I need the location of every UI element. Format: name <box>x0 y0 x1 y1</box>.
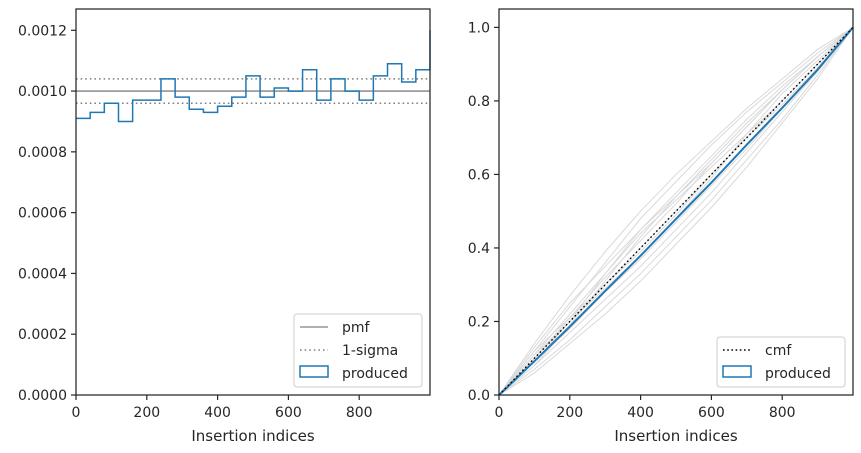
background-cdf-curve <box>498 26 854 396</box>
x-tick-label: 200 <box>556 405 583 421</box>
x-tick-label: 600 <box>698 405 725 421</box>
x-tick-label: 400 <box>627 405 654 421</box>
y-tick-label: 0.4 <box>468 241 490 257</box>
y-tick-label: 0.0004 <box>18 266 67 282</box>
legend-pmf-label: pmf <box>342 320 371 336</box>
x-axis-label: Insertion indices <box>614 427 737 445</box>
legend-cmf-label: cmf <box>765 343 792 359</box>
legend-produced-label: produced <box>342 366 408 382</box>
y-tick-label: 0.0008 <box>18 145 67 161</box>
legend: pmf 1-sigma produced <box>293 313 423 388</box>
y-tick-label: 0.0006 <box>18 206 67 222</box>
y-tick-label: 0.0002 <box>18 327 67 343</box>
plot-frame <box>75 8 431 396</box>
background-cdf-curve <box>498 27 854 396</box>
y-tick-label: 0.2 <box>468 314 490 330</box>
background-cdf-curve <box>498 26 854 396</box>
legend-produced-swatch <box>299 365 329 378</box>
plot-frame <box>498 8 854 396</box>
background-cdf-curve <box>498 27 854 396</box>
background-cdf-curve <box>498 26 854 396</box>
x-tick-label: 800 <box>346 405 373 421</box>
y-tick-label: 0.0 <box>468 388 490 404</box>
background-cdf-curve <box>498 27 854 396</box>
x-tick-label: 0 <box>72 405 81 421</box>
legend-produced-label: produced <box>765 366 831 382</box>
x-tick-label: 0 <box>495 405 504 421</box>
x-axis-label: Insertion indices <box>191 427 314 445</box>
y-tick-label: 0.0000 <box>18 388 67 404</box>
x-tick-label: 400 <box>204 405 231 421</box>
cmf-line <box>498 26 854 396</box>
background-cdf-curve <box>498 27 854 396</box>
left-panel-pmf: 0 200 400 600 800 0.0000 0.0002 0.0004 0.0006 0.0… <box>18 8 431 445</box>
y-tick-label: 0.0010 <box>18 84 67 100</box>
produced-histogram-step <box>76 30 431 123</box>
y-tick-label: 1.0 <box>468 20 490 36</box>
x-tick-label: 200 <box>133 405 160 421</box>
y-tick-label: 0.6 <box>468 167 490 183</box>
right-panel-cmf: 0 200 400 600 800 0.0 0.2 0.4 0.6 0.8 1.0 Insertion… <box>468 8 854 445</box>
legend-sigma-label: 1-sigma <box>342 343 398 359</box>
y-tick-label: 0.8 <box>468 94 490 110</box>
x-tick-label: 800 <box>769 405 796 421</box>
y-tick-label: 0.0012 <box>18 23 67 39</box>
legend-produced-swatch <box>722 365 752 378</box>
legend: cmf produced <box>716 336 846 388</box>
produced-cdf-line <box>498 26 854 396</box>
legend-box <box>293 313 423 388</box>
x-tick-label: 600 <box>275 405 302 421</box>
